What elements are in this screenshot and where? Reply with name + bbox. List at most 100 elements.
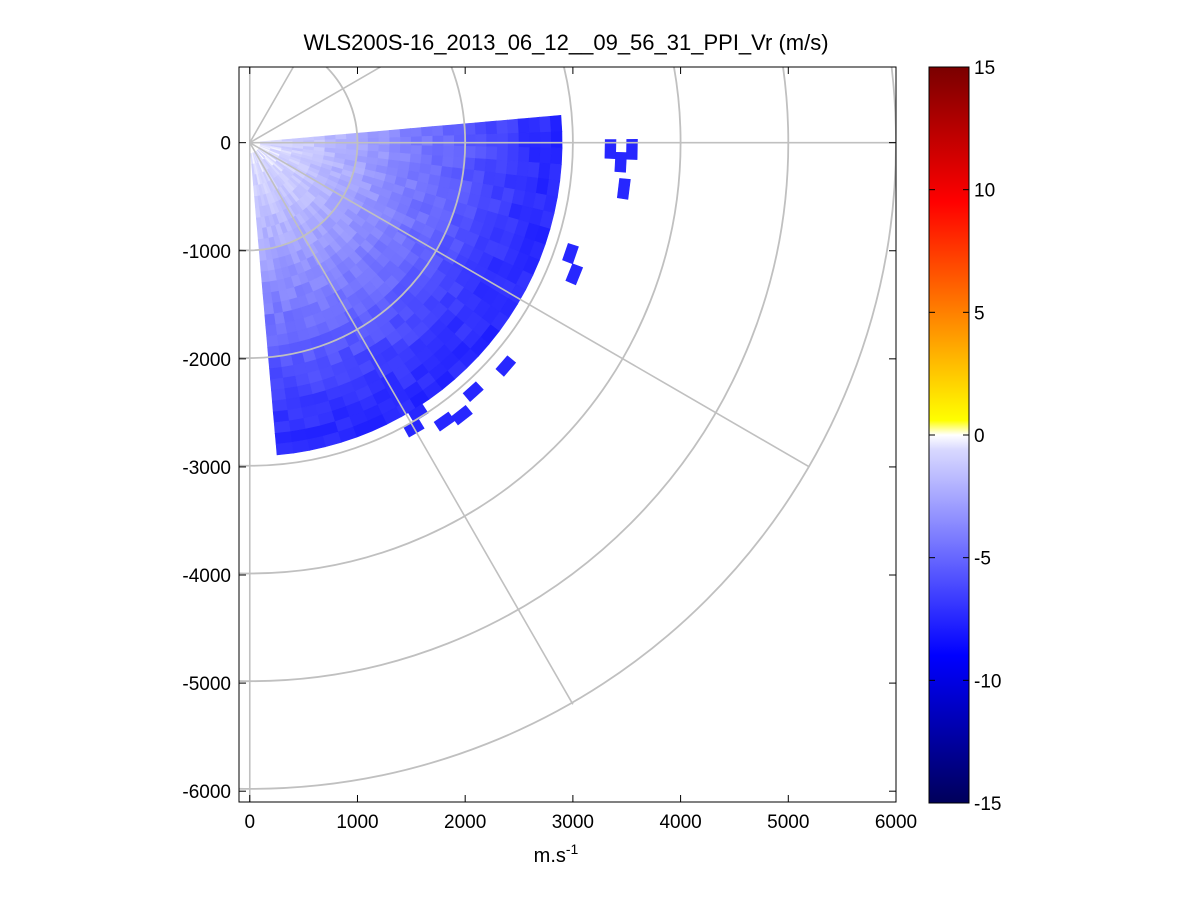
scan-cell — [420, 154, 433, 166]
scan-cell — [259, 260, 269, 273]
scan-cell — [539, 147, 552, 165]
scan-cell-outlier — [451, 404, 473, 426]
x-tick-label: 6000 — [875, 812, 917, 833]
y-tick-label: -3000 — [182, 458, 231, 479]
scan-cell-outlier — [433, 411, 456, 432]
colorbar-tick-label: 5 — [974, 303, 985, 324]
velocity-cells — [250, 114, 638, 456]
scan-cell — [432, 145, 444, 157]
scan-cell — [484, 158, 498, 174]
scan-cell-outlier — [565, 263, 584, 286]
scan-cell — [443, 135, 455, 147]
scan-cell — [260, 270, 270, 283]
y-tick-label: -1000 — [182, 242, 231, 263]
scan-cell — [453, 145, 466, 159]
scan-cell — [473, 158, 487, 172]
scan-cell — [475, 146, 488, 160]
scan-cell — [442, 124, 455, 137]
x-axis-label-base: m.s — [534, 845, 566, 867]
polar-grid — [239, 67, 896, 802]
scan-cell — [528, 147, 541, 164]
scan-cell — [313, 135, 326, 141]
scan-cell-outlier — [626, 138, 638, 160]
scan-cell — [540, 131, 552, 149]
plot-frame — [238, 66, 897, 803]
y-tick-label: -4000 — [182, 566, 231, 587]
scan-cell — [464, 134, 477, 147]
scan-cell — [421, 126, 434, 137]
scan-cell — [273, 312, 286, 325]
x-axis-label: m.s-1 — [534, 841, 579, 867]
scan-cell — [410, 127, 423, 138]
x-tick-label: 4000 — [659, 812, 701, 833]
azimuth-spoke — [249, 67, 382, 144]
scan-cell — [269, 367, 284, 380]
scan-cell — [275, 442, 294, 456]
scan-cell — [410, 136, 423, 147]
scan-cell — [291, 439, 310, 454]
scan-cell — [271, 388, 287, 402]
scan-cell — [356, 131, 369, 140]
x-tick-label: 0 — [244, 812, 255, 833]
x-axis-label-exponent: -1 — [566, 841, 579, 857]
scan-cell — [335, 133, 347, 140]
scan-cell — [507, 146, 520, 162]
scan-cell — [378, 137, 391, 146]
y-tick-label: -2000 — [182, 350, 231, 371]
scan-cell — [518, 132, 531, 148]
scan-cell — [464, 146, 477, 159]
scan-cell-outlier — [614, 151, 627, 173]
colorbar-tick-label: 0 — [974, 426, 985, 447]
scan-cell — [409, 153, 423, 165]
x-axis: 0 1000 2000 3000 4000 5000 6000 — [244, 67, 917, 833]
scan-cell — [475, 134, 488, 148]
scan-cell — [263, 302, 275, 316]
scan-cell — [270, 377, 285, 391]
colorbar-tick-label: -15 — [974, 794, 1001, 815]
scan-cell — [550, 147, 563, 165]
scan-cell — [432, 135, 444, 147]
scan-cell — [272, 409, 290, 423]
scan-cell — [265, 324, 278, 337]
scan-cell — [400, 136, 412, 146]
scan-cell — [410, 145, 423, 156]
scan-cell — [431, 125, 444, 137]
scan-cell — [505, 160, 519, 176]
colorbar-tick-label: -10 — [974, 671, 1001, 692]
scan-cell — [548, 163, 562, 182]
chart-title: WLS200S-16_2013_06_12__09_56_31_PPI_Vr (… — [303, 30, 828, 55]
colorbar-axis: 15 10 5 0 -5 -10 -15 — [929, 58, 1001, 815]
scan-cell — [276, 333, 290, 347]
scan-cell — [346, 138, 358, 145]
scan-cell — [550, 131, 563, 149]
colorbar-tick-label: 15 — [974, 58, 995, 79]
scan-cell-outlier — [462, 381, 484, 403]
scan-cell — [453, 134, 466, 147]
scan-cell — [485, 120, 498, 135]
y-tick-label: 0 — [220, 134, 231, 155]
scan-cell — [431, 155, 444, 167]
scan-cell — [335, 138, 348, 145]
y-tick-label: -5000 — [182, 674, 231, 695]
scan-cell — [389, 137, 401, 146]
scan-cell — [367, 131, 380, 139]
scan-cell — [496, 133, 509, 148]
scan-cell — [378, 144, 391, 153]
scan-cell — [453, 123, 466, 136]
colorbar-tick-label: 10 — [974, 181, 995, 202]
azimuth-spoke — [249, 142, 574, 705]
scan-cell — [518, 147, 531, 163]
scan-cell — [258, 249, 267, 262]
scan-cell — [367, 144, 380, 153]
scan-cell — [517, 117, 530, 134]
scan-cell — [474, 121, 487, 136]
scan-cell — [546, 179, 561, 198]
x-tick-label: 5000 — [767, 812, 809, 833]
scan-cell — [528, 116, 541, 134]
scan-cell — [264, 313, 276, 327]
scan-cell — [495, 159, 508, 175]
scan-cell — [266, 334, 279, 348]
scan-cell — [441, 155, 455, 169]
scan-cell — [527, 161, 541, 179]
scan-cell — [262, 292, 273, 305]
